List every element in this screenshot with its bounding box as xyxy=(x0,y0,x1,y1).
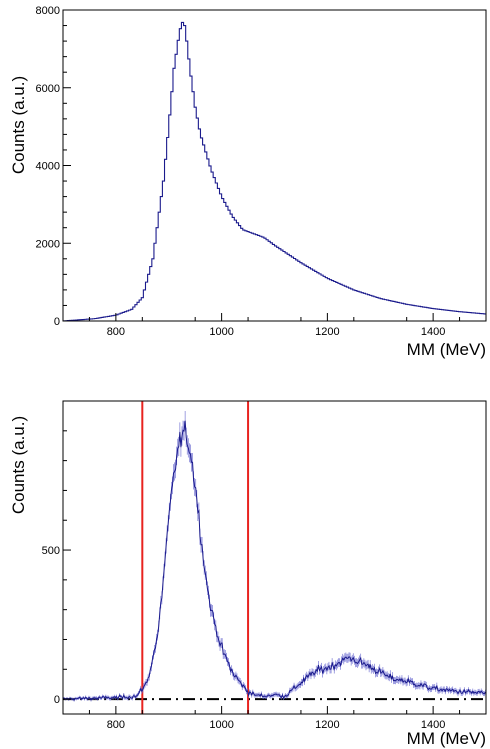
bottom-plot-frame xyxy=(62,400,487,715)
histogram-step-line xyxy=(63,21,486,322)
x-tick-label: 1000 xyxy=(209,326,233,338)
y-tick-label: 8000 xyxy=(36,5,60,17)
top-histogram-data xyxy=(63,21,486,322)
bottom-x-axis-title: MM (MeV) xyxy=(407,729,486,748)
top-y-axis-title: Counts (a.u.) xyxy=(9,76,28,174)
top-histogram-panel: 800 1000 1200 1400 0 2000 4000 6000 8000 MM (MeV… xyxy=(9,5,487,359)
x-tick-label: 800 xyxy=(107,326,125,338)
y-tick-label: 4000 xyxy=(36,161,60,173)
y-tick-label: 500 xyxy=(42,545,60,557)
histogram-noisy-line xyxy=(63,420,486,701)
bottom-histogram-panel: 800 1000 1200 1400 0 500 MM (MeV) Counts (a.u… xyxy=(9,400,487,748)
y-tick-label: 0 xyxy=(54,694,60,706)
y-tick-label: 0 xyxy=(54,316,60,328)
x-tick-label: 1000 xyxy=(209,719,233,731)
y-tick-label: 6000 xyxy=(36,83,60,95)
bottom-histogram-data xyxy=(63,410,486,702)
x-tick-label: 1400 xyxy=(421,326,445,338)
x-tick-label: 1200 xyxy=(315,326,339,338)
bottom-baseline-and-cuts xyxy=(63,401,486,714)
x-tick-label: 1200 xyxy=(315,719,339,731)
top-axis-ticks: 800 1000 1200 1400 0 2000 4000 6000 8000 xyxy=(36,5,461,338)
bottom-y-axis-title: Counts (a.u.) xyxy=(9,416,28,514)
x-tick-label: 800 xyxy=(107,719,125,731)
bottom-axis-ticks: 800 1000 1200 1400 0 500 xyxy=(42,400,461,731)
top-x-axis-title: MM (MeV) xyxy=(407,340,486,359)
x-tick-label: 1400 xyxy=(421,719,445,731)
y-tick-label: 2000 xyxy=(36,238,60,250)
